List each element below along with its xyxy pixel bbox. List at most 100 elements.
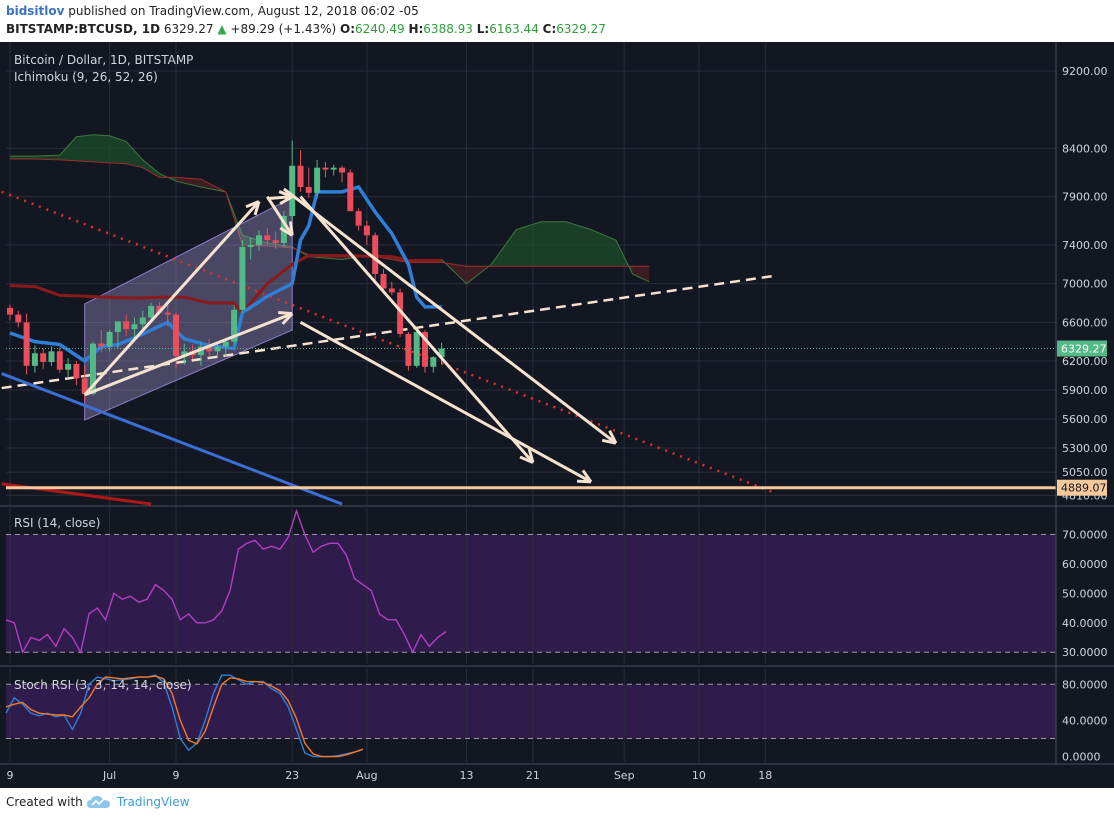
time-tick-label: 10 [692,769,706,782]
candle-body [413,332,420,366]
oscillator-band [6,684,1056,739]
candle-body [139,317,146,325]
change-text: +89.29 (+1.43%) [230,22,337,36]
open-label: O: [340,22,355,36]
oscillator-line [5,508,447,655]
candle-body [322,167,329,170]
annotation-arrowhead [289,221,294,236]
last-price-text: 6329.27 [163,22,214,36]
candle-body [90,343,96,394]
time-tick-label: 13 [460,769,474,782]
candle-body [65,363,72,370]
main-chart-title: Bitcoin / Dollar, 1D, BITSTAMP [14,53,193,67]
annotation-arrow [266,195,294,237]
price-tick-label: 6200.00 [1062,355,1108,368]
candle-body [305,187,312,193]
stoch-rsi-title: Stoch RSI (3, 3, 14, 14, close) [14,678,192,692]
candle-body [123,321,130,330]
annotation-arrowhead [601,438,617,445]
candle-body [247,245,254,247]
oscillator-tick-label: 40.0000 [1062,617,1108,630]
candle-body [148,305,155,318]
annotation-arrowhead [581,469,593,483]
candle-body [231,309,238,342]
annotation-arrow [299,195,535,464]
publish-info: published on TradingView.com, August 12,… [68,4,419,18]
annotation-arrow [83,200,261,396]
price-tick-label: 5900.00 [1062,384,1108,397]
ichimoku-cloud [76,134,93,162]
oscillator-band [6,534,1056,653]
candle-body [222,341,229,347]
price-tick-label: 6600.00 [1062,316,1108,329]
axes-layer: 9 Jul 9 23 Aug 13 21 Sep 10 18 [0,42,1114,782]
oscillator-tick-label: 80.0000 [1062,678,1108,691]
candle-body [339,167,345,173]
price-tick-label: 7400.00 [1062,239,1108,252]
time-tick-label: Sep [614,769,635,782]
annotation-arrow [299,321,592,484]
candle-body [23,322,30,366]
annotation-arrowhead [281,312,294,325]
price-tick-label: 7000.00 [1062,278,1108,291]
price-label: 4889.07 [1061,482,1107,495]
rsi-pane[interactable]: 70.0000 60.0000 50.0000 40.0000 30.0000 [5,508,1108,664]
candle-body [156,305,163,313]
candle-body [264,235,271,241]
price-label-box [1057,340,1107,357]
ichimoku-label: Ichimoku (9, 26, 52, 26) [14,70,158,84]
symbol-label: BITSTAMP:BTCUSD, 1D [6,22,161,36]
oscillator-tick-label: 50.0000 [1062,587,1108,600]
rsi-title: RSI (14, close) [14,516,100,530]
price-tick-label: 8400.00 [1062,142,1108,155]
oscillator-tick-label: 30.0000 [1062,646,1108,659]
price-tick-label: 5300.00 [1062,442,1108,455]
author-link[interactable]: bidsitlov [6,4,65,18]
chart-area[interactable]: 9200.00 8400.00 7900.00 7400.00 7000.00 6600.… [0,42,1114,788]
low-value: 6163.44 [489,22,539,36]
blue-trend [1,372,343,506]
price-label: 6329.27 [1061,343,1107,356]
annotation-arrowhead [576,479,592,484]
candle-body [40,353,47,362]
candle-body [289,165,296,216]
oscillator-line [5,675,364,758]
tradingview-link[interactable]: TradingView [117,795,190,809]
candle-body [106,332,113,347]
annotation-arrowhead [253,201,261,216]
high-value: 6388.93 [423,22,473,36]
candle-body [314,167,321,193]
candle-body [388,288,395,293]
oscillator-tick-label: 60.0000 [1062,558,1108,571]
candle-body [372,235,379,274]
candle-body [272,240,279,244]
candle-body [181,351,188,357]
oscillator-tick-label: 40.0000 [1062,714,1108,727]
candle-body [15,314,22,323]
oscillator-tick-label: 0.0000 [1062,751,1101,764]
time-tick-label: 21 [526,769,540,782]
candle-body [438,348,445,358]
candle-body [48,351,55,362]
ichimoku-cloud [541,221,567,267]
ichimoku-cloud [93,134,110,163]
tradingview-cloud-icon [87,796,110,808]
candle-body [380,274,387,289]
ichimoku-cloud [591,229,616,267]
time-tick-label: 9 [7,769,14,782]
annotation-arrowhead [245,200,260,209]
time-tick-label: 9 [173,769,180,782]
price-tick-label: 9200.00 [1062,65,1108,78]
oscillator-tick-label: 70.0000 [1062,528,1108,541]
annotation-arrow [282,187,617,445]
annotation-arrow [84,312,293,397]
price-tick-label: 5600.00 [1062,413,1108,426]
close-value: 6329.27 [556,22,606,36]
time-tick-label: Aug [356,769,377,782]
ichimoku-cloud [566,221,591,267]
annotation-arrow [267,195,293,201]
stoch-rsi-pane[interactable]: 80.0000 40.0000 0.0000 [5,668,1108,764]
annotation-arrowhead [279,226,293,237]
created-with-text: Created with [6,795,83,809]
price-pane[interactable]: 9200.00 8400.00 7900.00 7400.00 7000.00 6600.… [1,42,1108,764]
